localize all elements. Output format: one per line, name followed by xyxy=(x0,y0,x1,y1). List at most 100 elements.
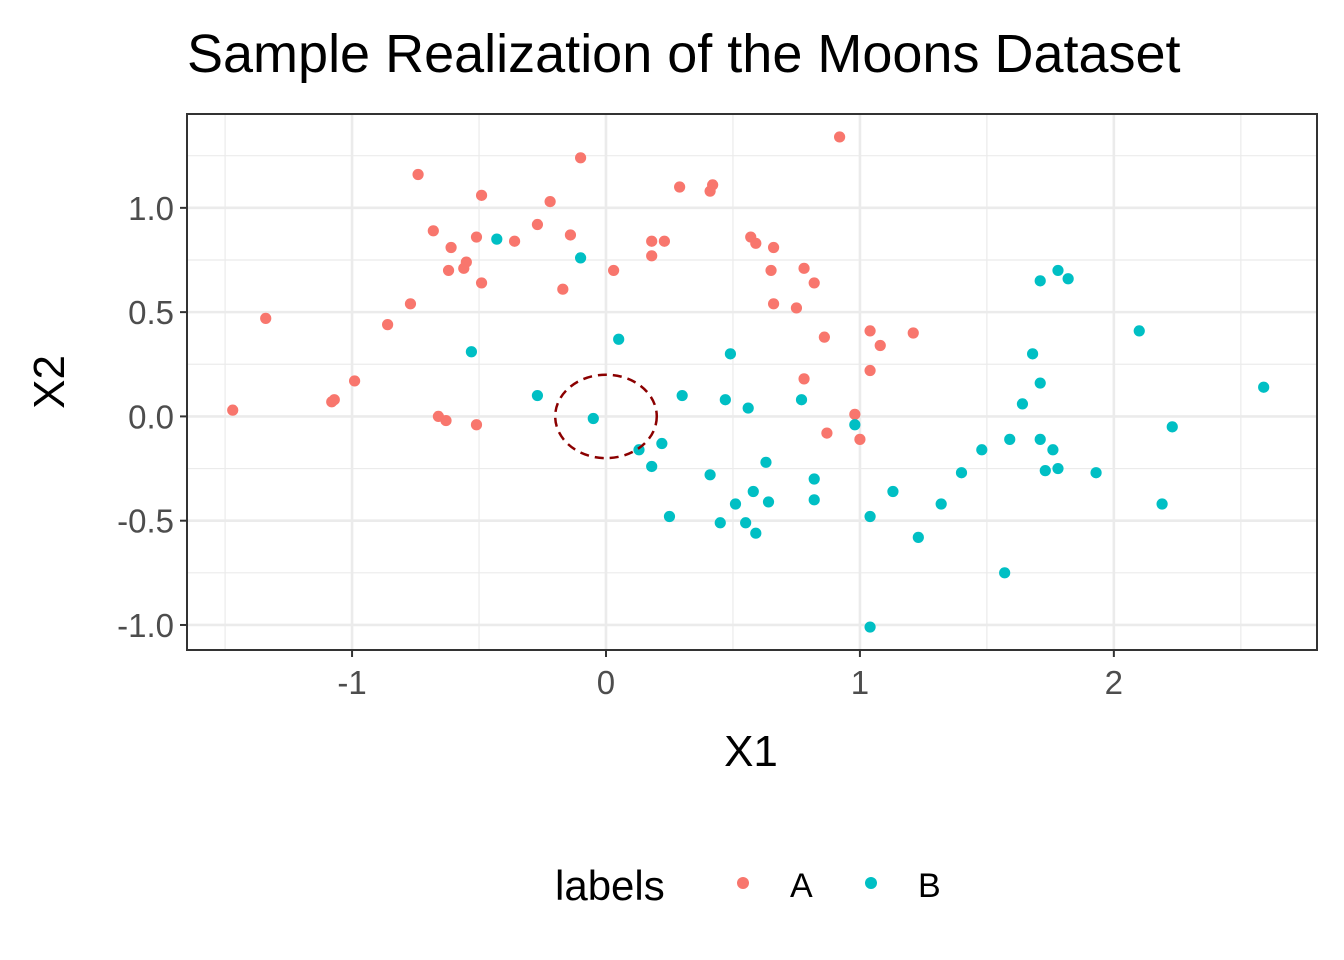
data-point-b xyxy=(704,469,716,481)
data-point-b xyxy=(656,437,668,450)
y-tick-label: 0.0 xyxy=(128,398,174,435)
data-point-b xyxy=(491,233,503,245)
legend: labels A B xyxy=(555,862,941,909)
data-point-b xyxy=(887,485,899,498)
data-point-b xyxy=(1004,433,1016,445)
data-point-b xyxy=(976,444,988,456)
data-point-a xyxy=(798,262,810,274)
data-point-a xyxy=(658,235,670,247)
data-point-b xyxy=(1016,398,1029,410)
data-point-b xyxy=(1039,465,1051,477)
data-point-a xyxy=(646,250,658,262)
data-point-a xyxy=(442,264,455,277)
data-point-b xyxy=(760,456,772,468)
data-point-a xyxy=(750,237,762,249)
data-point-a xyxy=(821,427,833,439)
data-point-a xyxy=(864,364,876,377)
legend-key-a xyxy=(737,877,749,889)
data-point-a xyxy=(818,331,830,343)
data-point-b xyxy=(808,494,820,506)
data-point-a xyxy=(470,231,483,243)
data-point-b xyxy=(1047,444,1059,456)
data-point-b xyxy=(1062,273,1074,285)
data-point-a xyxy=(574,152,587,164)
data-point-a xyxy=(646,235,658,247)
data-point-b xyxy=(747,485,759,498)
data-point-b xyxy=(999,567,1011,579)
legend-label-a: A xyxy=(790,867,813,905)
x-tick-label: -1 xyxy=(337,664,366,701)
minor-gridlines xyxy=(187,114,1317,650)
x-axis-ticks: -1 0 1 2 xyxy=(337,650,1123,701)
y-tick-label: 1.0 xyxy=(128,190,174,227)
data-point-b xyxy=(808,473,820,485)
data-point-a xyxy=(427,225,439,237)
legend-title: labels xyxy=(555,862,665,909)
chart-title: Sample Realization of the Moons Dataset xyxy=(187,24,1181,84)
data-point-b xyxy=(912,531,924,543)
data-point-b xyxy=(1090,467,1102,479)
data-point-b xyxy=(1258,381,1270,393)
data-point-a xyxy=(404,298,417,310)
data-point-a xyxy=(260,312,272,324)
data-point-a xyxy=(475,189,488,201)
data-point-a xyxy=(767,241,780,254)
data-point-b xyxy=(935,498,947,510)
data-point-b xyxy=(849,419,861,431)
data-point-a xyxy=(328,394,340,406)
data-point-b xyxy=(1052,462,1064,475)
annotation-layer xyxy=(553,373,659,460)
x-axis-title: X1 xyxy=(724,727,778,776)
data-point-b xyxy=(574,252,587,264)
data-point-a xyxy=(564,229,577,241)
data-point-a xyxy=(608,264,620,277)
data-point-a xyxy=(475,277,488,289)
data-point-a xyxy=(445,241,457,254)
data-point-a xyxy=(508,235,521,247)
data-point-a xyxy=(849,408,861,420)
plot-panel-border xyxy=(186,113,1318,651)
data-point-a xyxy=(227,404,239,416)
data-point-b xyxy=(729,498,742,510)
data-point-b xyxy=(864,510,876,523)
data-point-a xyxy=(531,218,544,231)
data-point-a xyxy=(798,373,810,385)
data-point-a xyxy=(382,319,394,331)
data-point-a xyxy=(470,419,483,431)
data-point-b xyxy=(531,389,544,402)
data-point-a xyxy=(440,414,452,427)
data-point-a xyxy=(790,302,803,314)
y-tick-label: -1.0 xyxy=(117,607,174,644)
data-point-a xyxy=(412,168,424,181)
data-point-a xyxy=(808,277,820,289)
y-axis-ticks: -1.0 -0.5 0.0 0.5 1.0 xyxy=(117,190,187,644)
data-point-a xyxy=(854,433,866,445)
x-tick-label: 2 xyxy=(1105,664,1123,701)
data-point-b xyxy=(663,510,676,523)
data-point-b xyxy=(742,402,754,414)
data-point-a xyxy=(765,264,777,277)
data-point-b xyxy=(714,517,726,529)
dashed-circle-annotation xyxy=(553,373,659,460)
data-point-b xyxy=(1034,377,1046,389)
x-tick-label: 0 xyxy=(597,664,615,701)
data-point-b xyxy=(1034,433,1046,445)
data-point-b xyxy=(719,394,731,406)
data-point-b xyxy=(1156,498,1168,510)
data-point-a xyxy=(767,298,780,310)
data-point-b xyxy=(587,412,599,425)
data-point-b xyxy=(676,389,688,402)
legend-key-b xyxy=(865,877,877,889)
y-tick-label: 0.5 xyxy=(128,294,174,331)
data-point-b xyxy=(1034,275,1046,287)
data-point-b xyxy=(1052,264,1064,277)
data-point-b xyxy=(740,517,752,529)
data-point-a xyxy=(544,195,556,208)
data-point-b xyxy=(955,467,968,479)
x-tick-label: 1 xyxy=(851,664,869,701)
y-axis-title: X2 xyxy=(25,355,74,409)
data-point-b xyxy=(795,394,808,406)
data-point-b xyxy=(1166,421,1178,433)
y-tick-label: -0.5 xyxy=(117,503,174,540)
